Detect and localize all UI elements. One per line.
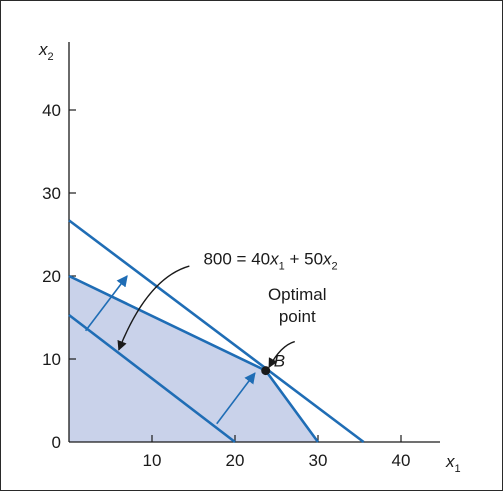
x-tick-label: 10 (143, 451, 162, 470)
y-axis-label: x2 (38, 40, 54, 63)
optimal-point-marker (261, 366, 270, 375)
y-tick-label: 30 (42, 184, 61, 203)
x-tick-label: 20 (226, 451, 245, 470)
x-tick-label: 40 (392, 451, 411, 470)
optimal-point-layer: B (261, 352, 285, 376)
point-b-label: B (274, 352, 285, 371)
y-tick-label: 40 (42, 101, 61, 120)
y-tick-label: 10 (42, 350, 61, 369)
x-tick-label: 30 (309, 451, 328, 470)
y-tick-label: 0 (52, 433, 61, 452)
x-axis-label: x1 (445, 452, 461, 475)
optimal-point-label: Optimal point (268, 285, 327, 326)
y-tick-label: 20 (42, 267, 61, 286)
objective-function-label: 800 = 40x1 + 50x2 (203, 249, 337, 272)
